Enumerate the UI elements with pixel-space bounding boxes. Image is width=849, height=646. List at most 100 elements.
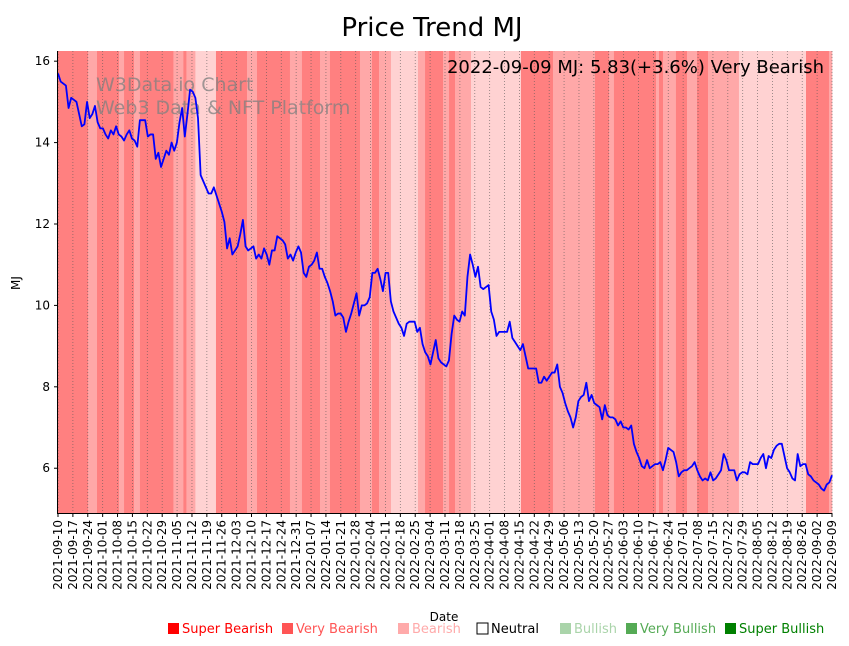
x-tick-label: 2022-05-13 <box>572 520 586 590</box>
chart-title: Price Trend MJ <box>341 13 522 43</box>
y-tick-label: 8 <box>42 380 50 394</box>
x-tick-label: 2022-02-25 <box>408 520 422 590</box>
sentiment-band-bearish <box>134 51 141 513</box>
legend-label: Super Bearish <box>182 622 273 637</box>
legend-item-very-bearish: Very Bearish <box>282 622 378 637</box>
sentiment-band-bearish <box>655 51 660 513</box>
legend-label: Super Bullish <box>739 622 824 637</box>
sentiment-band-very-bearish <box>329 51 361 513</box>
x-axis-label: Date <box>430 610 459 624</box>
sentiment-band-bearish <box>609 51 615 513</box>
x-tick-label: 2022-06-17 <box>646 520 660 590</box>
y-tick-label: 6 <box>42 461 50 475</box>
sentiment-band-very-bearish <box>697 51 709 513</box>
sentiment-band-very-bearish <box>449 51 456 513</box>
x-tick-label: 2021-12-24 <box>274 520 288 590</box>
sentiment-band-light-bearish <box>390 51 419 513</box>
sentiment-band-bearish <box>247 51 258 513</box>
x-tick-label: 2022-01-07 <box>304 520 318 590</box>
x-tick-label: 2021-11-26 <box>215 520 229 590</box>
sentiment-band-bearish <box>442 51 450 513</box>
sentiment-band-very-bearish <box>425 51 444 513</box>
sentiment-band-bearish <box>173 51 184 513</box>
x-tick-label: 2022-07-29 <box>736 520 750 590</box>
sentiment-band-bearish <box>88 51 98 513</box>
y-tick-label: 16 <box>35 54 50 68</box>
legend-swatch <box>282 623 293 634</box>
sentiment-band-bearish <box>578 51 596 513</box>
x-tick-label: 2022-07-08 <box>691 520 705 590</box>
legend-label: Bullish <box>574 622 617 637</box>
sentiment-band-light-bearish <box>471 51 522 513</box>
x-tick-label: 2022-09-09 <box>825 520 839 590</box>
x-tick-label: 2021-09-17 <box>66 520 80 590</box>
sentiment-band-very-bearish <box>256 51 291 513</box>
sentiment-band-bearish <box>360 51 373 513</box>
price-line <box>57 73 833 492</box>
x-tick-label: 2021-11-19 <box>200 520 214 590</box>
watermark-line-2: Web3 Data & NFT Platform <box>96 97 350 119</box>
sentiment-bands <box>58 51 833 513</box>
x-tick-label: 2022-03-18 <box>453 520 467 590</box>
x-tick-label: 2022-08-19 <box>780 520 794 590</box>
legend-item-super-bearish: Super Bearish <box>168 622 273 637</box>
legend-label: Bearish <box>412 622 461 637</box>
x-tick-label: 2022-03-11 <box>438 520 452 590</box>
x-tick-label: 2022-01-28 <box>349 520 363 590</box>
x-tick-label: 2021-12-03 <box>230 520 244 590</box>
sentiment-band-bearish <box>319 51 331 513</box>
sentiment-band-very-bearish <box>215 51 248 513</box>
x-tick-label: 2021-12-31 <box>289 520 303 590</box>
x-tick-label: 2022-06-03 <box>617 520 631 590</box>
x-tick-label: 2021-10-15 <box>125 520 139 590</box>
legend-label: Very Bullish <box>640 622 716 637</box>
x-tick-label: 2022-05-06 <box>557 520 571 590</box>
watermark-line-1: W3Data.io Chart <box>96 74 253 96</box>
x-tick-label: 2022-04-01 <box>483 520 497 590</box>
y-axis-ticks: 6 8 10 12 14 16 <box>35 54 58 475</box>
x-tick-label: 2022-03-04 <box>423 520 437 590</box>
sentiment-band-very-bearish <box>521 51 554 513</box>
legend-swatch <box>476 622 489 635</box>
sentiment-band-bearish <box>663 51 677 513</box>
x-tick-label: 2022-08-05 <box>751 520 765 590</box>
sentiment-band-very-bearish <box>675 51 688 513</box>
x-tick-label: 2021-09-24 <box>81 520 95 590</box>
sentiment-band-bearish <box>828 51 833 513</box>
x-tick-label: 2022-07-15 <box>706 520 720 590</box>
sentiment-band-bearish <box>687 51 698 513</box>
legend-swatch <box>725 623 736 634</box>
x-tick-label: 2021-10-01 <box>96 520 110 590</box>
y-tick-label: 10 <box>35 298 50 312</box>
sentiment-band-bearish <box>186 51 196 513</box>
x-tick-label: 2022-02-18 <box>393 520 407 590</box>
sentiment-band-very-bearish <box>659 51 664 513</box>
y-tick-label: 12 <box>35 217 50 231</box>
sentiment-band-bearish <box>417 51 426 513</box>
legend-label: Very Bearish <box>296 622 378 637</box>
legend-swatch <box>560 623 571 634</box>
x-tick-label: 2021-11-12 <box>185 520 199 590</box>
legend-item-bearish: Bearish <box>398 622 461 637</box>
sentiment-band-very-bearish <box>613 51 657 513</box>
legend-item-bullish: Bullish <box>560 622 617 637</box>
legend: Super Bearish Very Bearish Bearish Neutral B… <box>168 622 824 637</box>
latest-price-annotation: 2022-09-09 MJ: 5.83(+3.6%) Very Bearish <box>447 57 824 78</box>
sentiment-band-very-bearish <box>805 51 830 513</box>
x-tick-label: 2022-06-24 <box>661 520 675 590</box>
x-axis-ticks: 2021-09-10 2021-09-17 2021-09-24 2021-10-01… <box>51 513 839 590</box>
x-tick-label: 2022-01-21 <box>334 520 348 590</box>
x-tick-label: 2021-09-10 <box>51 520 65 590</box>
x-tick-label: 2022-05-27 <box>602 520 616 590</box>
x-tick-label: 2022-04-08 <box>498 520 512 590</box>
legend-swatch <box>398 623 409 634</box>
sentiment-band-very-bearish <box>372 51 380 513</box>
x-tick-label: 2022-04-22 <box>527 520 541 590</box>
legend-item-neutral: Neutral <box>476 622 539 637</box>
sentiment-band-bearish <box>454 51 472 513</box>
x-tick-label: 2022-03-25 <box>468 520 482 590</box>
x-tick-label: 2021-12-17 <box>259 520 273 590</box>
legend-label: Neutral <box>491 622 539 637</box>
sentiment-band-bearish <box>552 51 580 513</box>
